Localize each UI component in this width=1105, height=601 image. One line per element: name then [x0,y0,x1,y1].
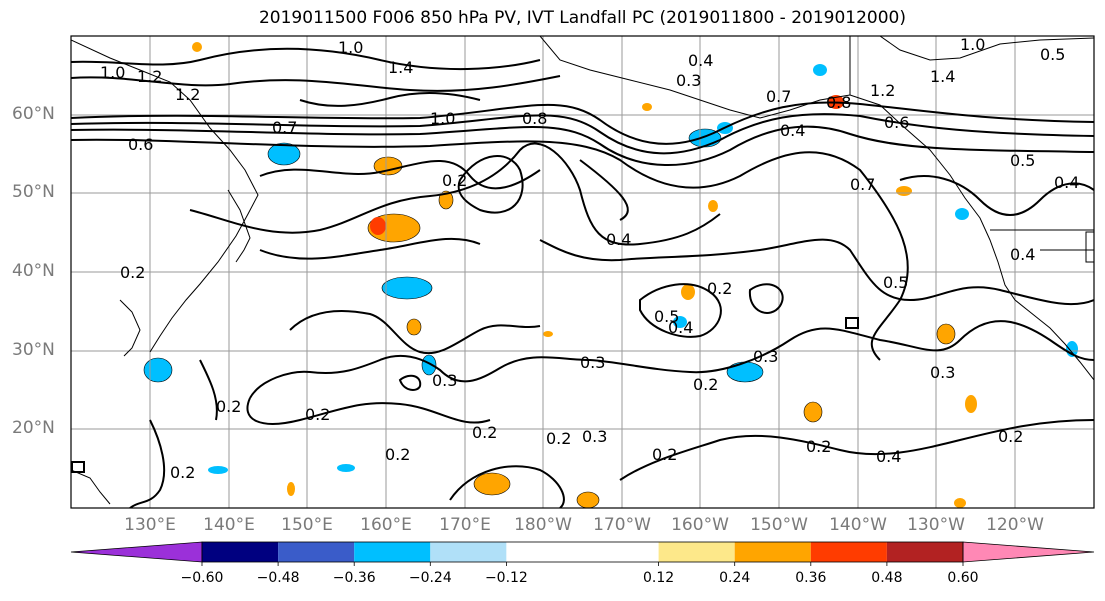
contour-label: 0.2 [442,171,467,190]
contour-label: 0.4 [668,318,693,337]
contour-label: 0.4 [876,447,901,466]
contour-label: 0.6 [884,113,909,132]
colorbar-tick-label: 0.24 [719,570,751,586]
contour-label: 0.3 [432,371,457,390]
contour-label: 0.6 [128,135,153,154]
lon-label: 120°W [986,515,1044,535]
contour-label: 0.4 [1054,173,1079,192]
lat-label: 30°N [12,340,55,360]
contour-label: 0.8 [522,109,547,128]
colorbar-bin [278,542,355,562]
contour-label: 1.0 [338,38,363,57]
contours [71,47,1094,508]
colorbar-tick-label: −0.48 [256,570,300,586]
lon-label: 160°W [671,515,729,535]
colorbar-bin [506,542,659,562]
contour-label: 1.2 [175,85,200,104]
contour-label: 1.4 [388,58,413,77]
colorbar-bin [202,542,279,562]
contour-label: 0.2 [170,463,195,482]
lat-label: 60°N [12,104,55,124]
lat-label: 20°N [12,418,55,438]
lon-label: 140°W [829,515,887,535]
lon-label: 140°E [203,515,255,535]
contour-label: 0.3 [676,71,701,90]
lon-label: 130°W [907,515,965,535]
contour-label: 0.2 [998,427,1023,446]
contour-label: 0.2 [652,445,677,464]
contour-label: 0.5 [654,307,679,326]
lat-label: 40°N [12,261,55,281]
lat-label: 50°N [12,182,55,202]
lon-label: 150°W [750,515,808,535]
contour-label: 0.4 [688,51,713,70]
lon-label: 170°W [593,515,651,535]
contour-label: 0.2 [305,405,330,424]
contour-label: 1.0 [960,35,985,54]
contour-label: 0.2 [806,437,831,456]
lon-label: 180°W [514,515,572,535]
contour-label: 0.4 [780,121,805,140]
contour-label: 0.4 [606,230,631,249]
contour-label: 0.2 [693,375,718,394]
contour-label: 0.5 [883,273,908,292]
colorbar-extend-max [962,541,1095,563]
colorbar-segments [70,541,1095,566]
colorbar-tick-label: −0.60 [180,570,224,586]
contour-label: 0.7 [272,118,297,137]
colorbar-bin [658,542,735,562]
contour-label: 0.2 [546,429,571,448]
contour-label-group: 1.0 1.0 1.2 1.4 1.2 1.0 0.4 0.3 0.7 0.8 … [100,35,1079,482]
colorbar-tick-label: 0.60 [947,570,979,586]
colorbar-bin [810,542,887,562]
contour-label: 1.0 [100,63,125,82]
colorbar-tick-label: −0.12 [484,570,528,586]
contour-label: 0.2 [216,397,241,416]
colorbar-tick-label: −0.24 [408,570,452,586]
colorbar-tick-label: 0.36 [795,570,827,586]
contour-label: 0.3 [580,353,605,372]
coastlines [71,36,1094,505]
contour-label: 0.5 [1040,45,1065,64]
contour-label: 1.4 [930,67,955,86]
contour-label: 1.0 [430,109,455,128]
contour-label: 0.7 [766,87,791,106]
colorbar-bin [886,542,963,562]
colorbar-bin [734,542,811,562]
colorbar-extend-min [70,541,203,563]
colorbar-tick-label: −0.36 [332,570,376,586]
lon-label: 130°E [124,515,176,535]
colorbar-bin [430,542,507,562]
contour-label: 0.5 [1010,151,1035,170]
contour-label: 1.2 [870,81,895,100]
contour-label: 0.3 [753,347,778,366]
contour-label: 0.2 [707,279,732,298]
map-title: 2019011500 F006 850 hPa PV, IVT Landfall… [258,8,906,28]
colorbar-tick-label: 0.48 [871,570,903,586]
contour-label: 0.2 [385,445,410,464]
map-frame [70,35,1095,509]
contour-label: 0.8 [826,93,851,112]
lon-label: 160°E [360,515,412,535]
contour-label: 0.3 [582,427,607,446]
contour-label: 0.3 [930,363,955,382]
contour-label: 0.2 [472,423,497,442]
colorbar-tick-label: 0.12 [643,570,675,586]
lon-label: 150°E [281,515,333,535]
contour-label: 0.4 [1010,245,1035,264]
contour-label: 0.7 [850,175,875,194]
colorbar-outline [201,541,964,563]
contour-label: 0.2 [120,263,145,282]
contour-label: 1.2 [137,67,162,86]
colorbar-bin [354,542,431,562]
lon-label: 170°E [439,515,491,535]
